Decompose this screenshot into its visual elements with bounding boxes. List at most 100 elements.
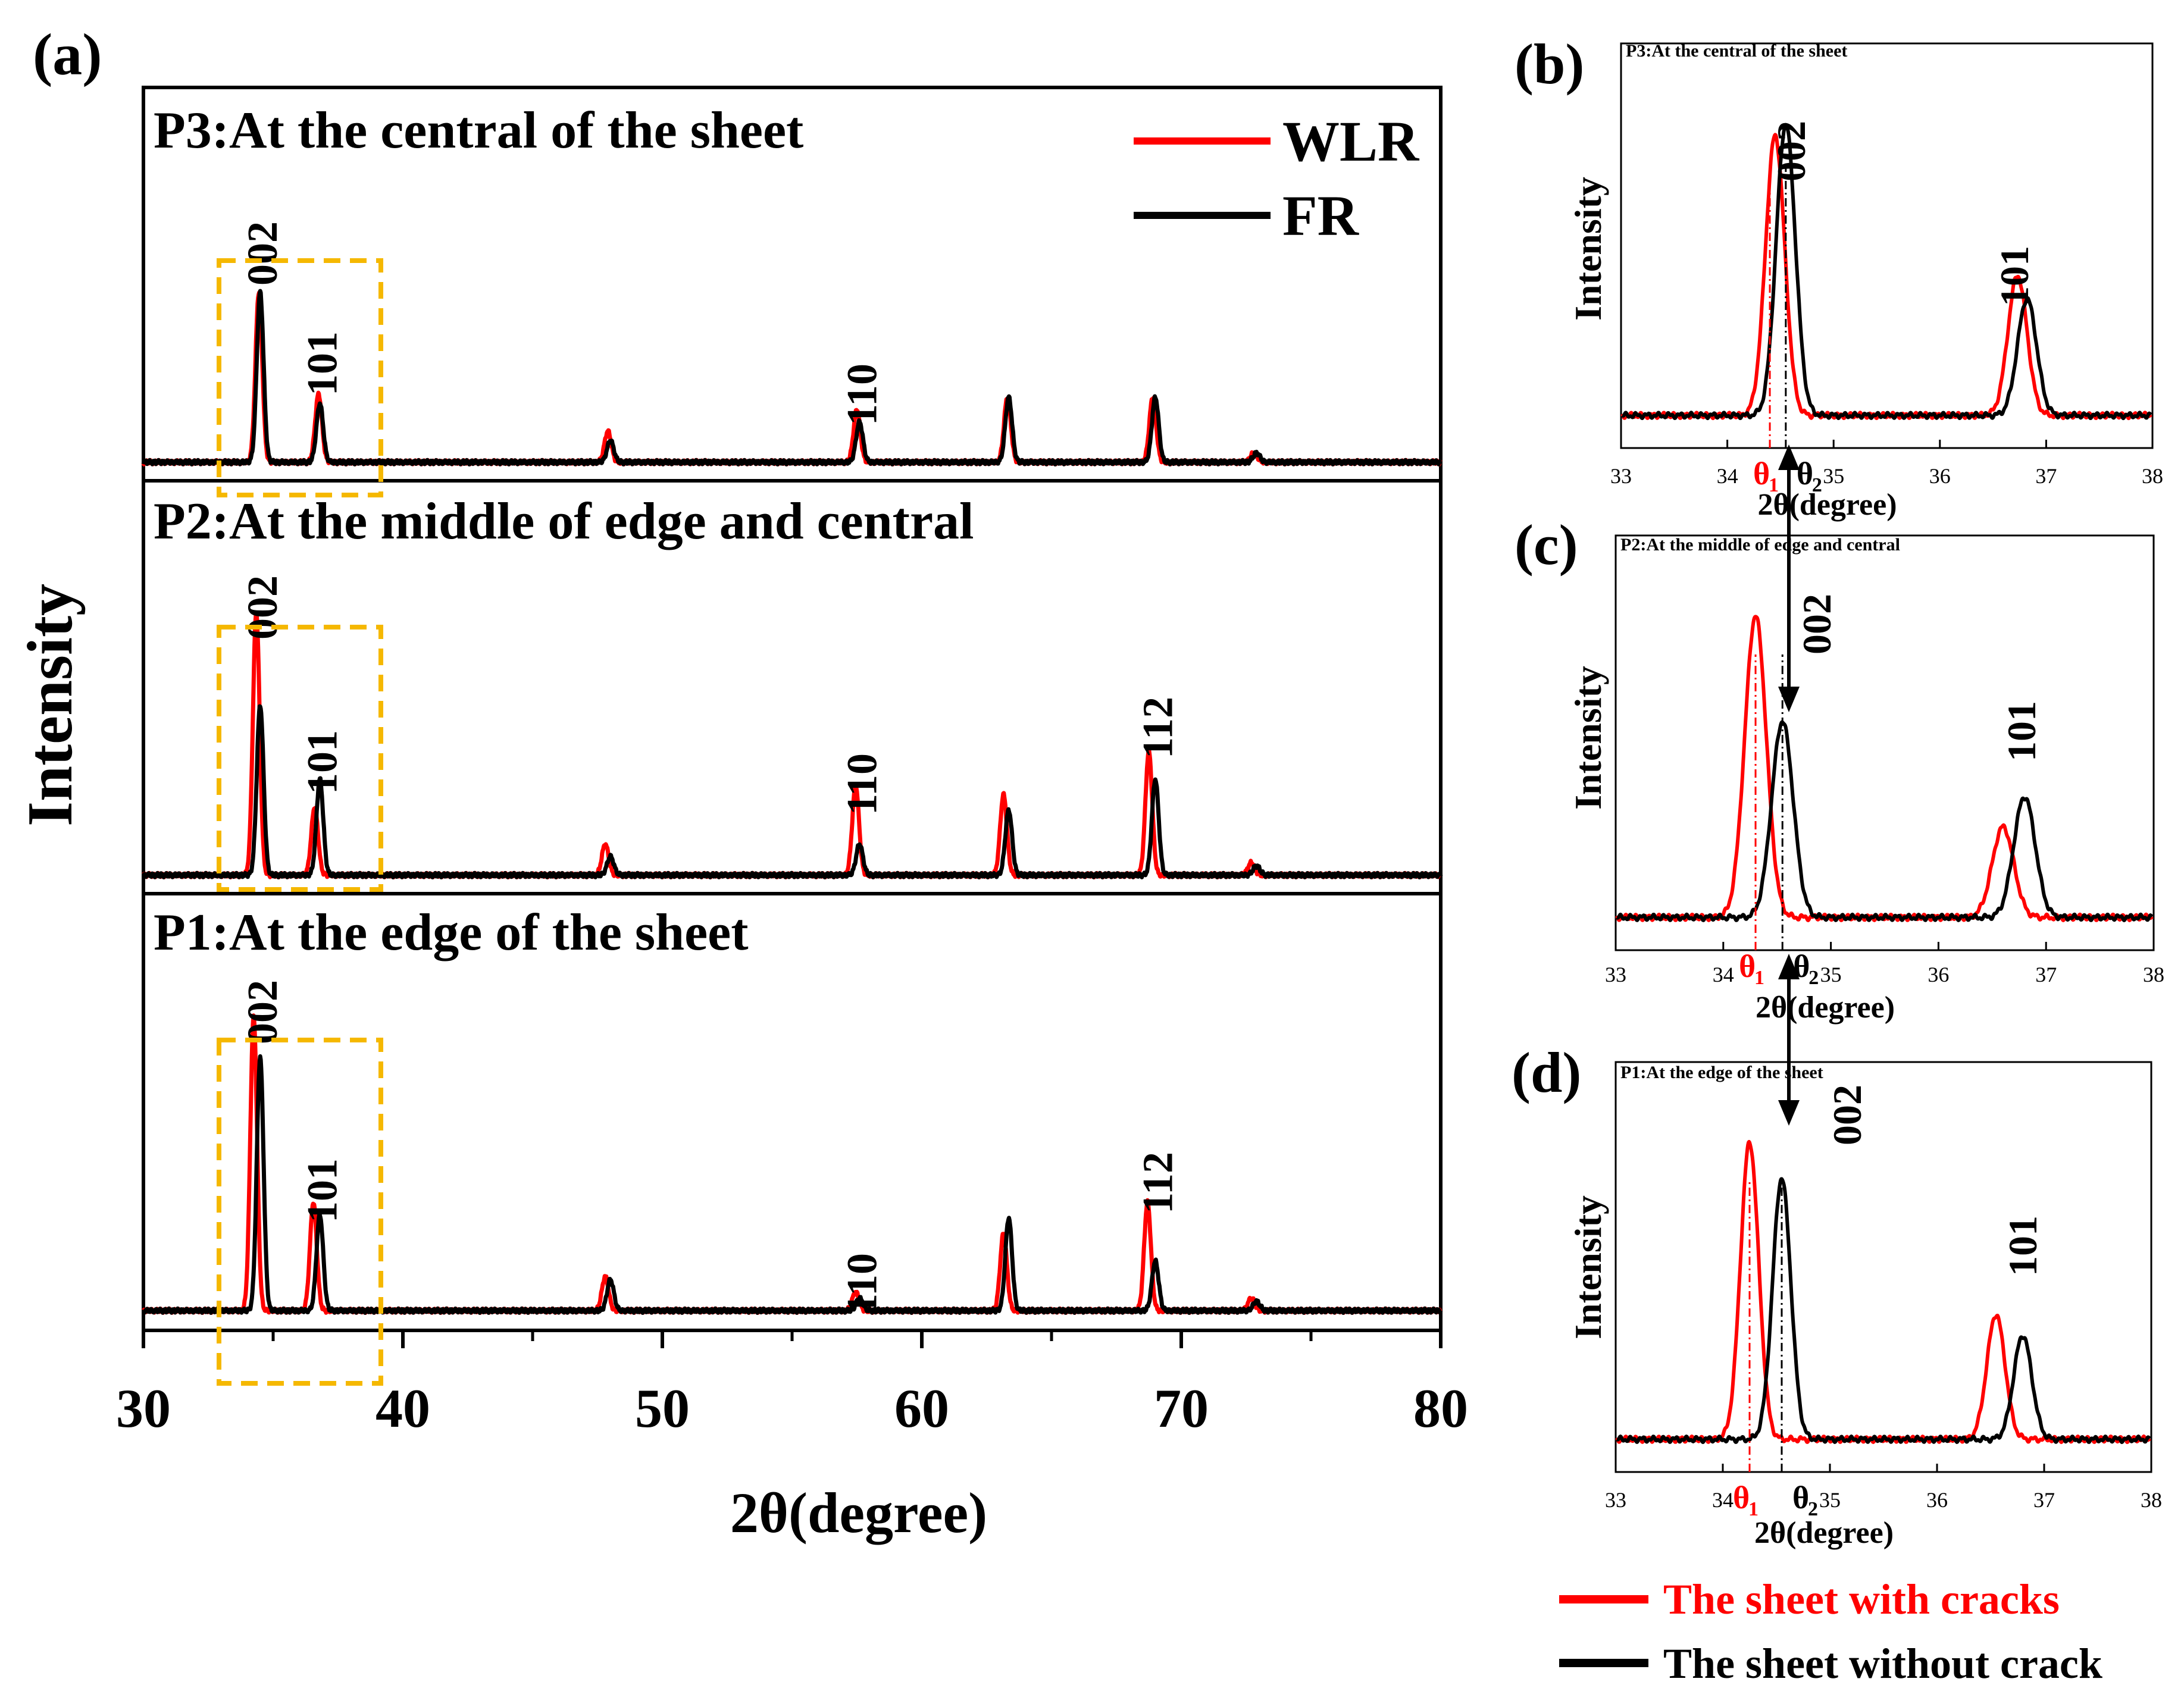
panel-d: (d) P1:At the edge of the sheet Intensity 3… — [1512, 1041, 2162, 1550]
y-axis-label: Intensity — [1567, 666, 1609, 810]
connector-arrowhead-down-d — [1778, 1100, 1800, 1126]
series-with-cracks — [1615, 615, 2154, 922]
highlight-box-p2 — [217, 625, 383, 892]
x-tick-label-30: 30 — [116, 1378, 171, 1439]
theta2-subscript: 2 — [1808, 1498, 1818, 1520]
series-without-crack — [1615, 1177, 2151, 1444]
peak-label-002: 002 — [1825, 1085, 1870, 1145]
peak-label-p1-112: 112 — [1134, 1152, 1181, 1214]
plot-frame — [1614, 534, 2155, 951]
x-tick-label-40: 40 — [376, 1378, 430, 1439]
x-axis-label: 2θ(degree) — [1754, 1516, 1894, 1550]
x-tick-label: 36 — [1929, 464, 1951, 488]
x-tick-label: 35 — [1823, 464, 1844, 488]
x-tick-label-50: 50 — [635, 1378, 690, 1439]
peak-label-p1-101: 101 — [298, 1158, 346, 1223]
x-axis-label: 2θ(degree) — [1756, 991, 1895, 1025]
x-tick-label-60: 60 — [894, 1378, 949, 1439]
x-tick-label: 35 — [1819, 1488, 1841, 1512]
theta1-label: θ — [1739, 948, 1756, 984]
peak-label-p1-002: 002 — [239, 980, 286, 1044]
theta1-subscript: 1 — [1769, 474, 1779, 496]
peak-label-002: 002 — [1769, 121, 1814, 181]
panel-a-curves — [141, 289, 1443, 1315]
panel-a-peak-labels: 002 101 110 002 101 110 112 002 101 110 112 — [239, 221, 1181, 1315]
peak-label-p3-101: 101 — [298, 331, 346, 396]
peak-label-101: 101 — [2000, 1216, 2045, 1276]
x-tick-label: 33 — [1610, 464, 1632, 488]
peak-label-p2-110: 110 — [838, 753, 886, 815]
plot-title: P3:At the central of the sheet — [1626, 41, 1847, 61]
legend-label-fr: FR — [1282, 184, 1360, 248]
x-axis-label: 2θ(degree) — [1757, 488, 1897, 522]
x-tick-label: 34 — [1712, 1488, 1734, 1512]
bottom-legend: The sheet with cracks The sheet without … — [1559, 1576, 2102, 1685]
plot-title: P1:At the edge of the sheet — [1620, 1063, 1823, 1082]
zoom-panels: (b) P3:At the central of the sheet Intensi… — [1512, 32, 2164, 1550]
connector-arrowhead-up-b — [1778, 444, 1800, 470]
peak-label-p1-110: 110 — [838, 1253, 886, 1315]
series-fr-p1 — [142, 1054, 1443, 1315]
theta1-subscript: 1 — [1754, 967, 1764, 989]
x-tick-label: 37 — [2035, 963, 2057, 986]
x-tick-label: 38 — [2143, 963, 2164, 986]
plot-title: P2:At the middle of edge and central — [1620, 535, 1900, 555]
x-tick-label: 38 — [2142, 464, 2163, 488]
peak-label-101: 101 — [1992, 246, 2037, 306]
highlight-box-p1 — [217, 1038, 383, 1386]
plot-frame — [1614, 1061, 2152, 1473]
peak-label-p2-101: 101 — [298, 730, 346, 794]
y-axis-label: Intensity — [1567, 177, 1609, 321]
series-with-cracks — [1615, 1139, 2151, 1444]
x-tick-label: 33 — [1605, 1488, 1626, 1512]
x-tick-label: 36 — [1926, 1488, 1948, 1512]
connector-arrows — [1778, 444, 1800, 1126]
x-tick-label: 37 — [2035, 464, 2057, 488]
panel-b: (b) P3:At the central of the sheet Intensi… — [1515, 32, 2163, 522]
x-tick-label: 34 — [1717, 464, 1738, 488]
panel-a-highlight-boxes — [217, 258, 383, 1386]
x-tick-label: 34 — [1713, 963, 1734, 986]
connector-arrowhead-up-c — [1778, 954, 1800, 979]
plot-frame — [1620, 42, 2154, 449]
panel-label: (d) — [1512, 1041, 1581, 1104]
panel-a-frame — [142, 86, 1443, 1332]
legend-label-wlr: WLR — [1282, 109, 1420, 173]
x-tick-label-70: 70 — [1154, 1378, 1209, 1439]
theta1-label: θ — [1753, 456, 1770, 491]
peak-label-p3-002: 002 — [239, 221, 286, 286]
series-fr-p2 — [141, 704, 1443, 879]
panel-a-legend: WLR FR — [1134, 109, 1420, 248]
theta2-subscript: 2 — [1812, 474, 1822, 496]
theta2-label: θ — [1797, 456, 1813, 491]
panel-a-label: (a) — [33, 21, 102, 87]
theta1-subscript: 1 — [1748, 1498, 1759, 1520]
peak-label-101: 101 — [1999, 701, 2044, 762]
panel-a: (a) Intensity P3:At the central of the s… — [15, 21, 1468, 1545]
panel-a-p2-title: P2:At the middle of edge and central — [154, 493, 974, 550]
series-with-cracks — [1620, 133, 2152, 421]
highlight-box-p3 — [217, 258, 383, 497]
panel-a-ylabel: Intensity — [15, 584, 86, 826]
peak-label-p2-002: 002 — [239, 575, 286, 640]
bottom-legend-label-nocrack: The sheet without crack — [1663, 1640, 2102, 1685]
x-tick-label: 38 — [2141, 1488, 2162, 1512]
connector-arrowhead-down-c — [1778, 687, 1800, 712]
panel-a-x-axis: 30 40 50 60 70 80 — [116, 1330, 1468, 1439]
theta2-subscript: 2 — [1808, 967, 1819, 989]
x-tick-label-80: 80 — [1413, 1378, 1468, 1439]
panel-label: (c) — [1515, 513, 1578, 577]
series-without-crack — [1620, 123, 2152, 421]
theta2-label: θ — [1792, 1480, 1809, 1515]
y-axis-label: Intensity — [1567, 1195, 1609, 1339]
panel-label: (b) — [1515, 32, 1584, 96]
peak-label-p2-112: 112 — [1134, 697, 1181, 759]
panel-a-xlabel: 2θ(degree) — [730, 1481, 987, 1545]
x-tick-label: 35 — [1820, 963, 1842, 986]
peak-label-002: 002 — [1794, 594, 1839, 654]
series-fr-p3 — [141, 289, 1443, 466]
panel-c: (c) P2:At the middle of edge and central I… — [1515, 513, 2164, 1025]
panel-a-p1-title: P1:At the edge of the sheet — [154, 904, 749, 961]
series-without-crack — [1615, 720, 2154, 922]
